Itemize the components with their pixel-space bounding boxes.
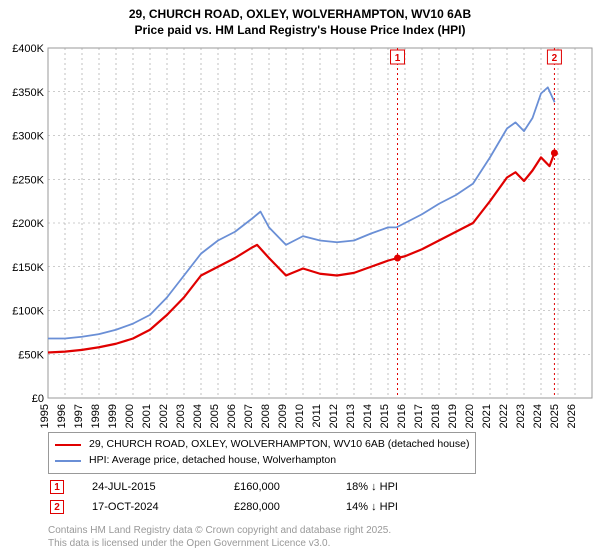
marker-id-box: 1	[50, 480, 64, 494]
marker-row: 2 17-OCT-2024 £280,000 14% ↓ HPI	[50, 498, 466, 516]
svg-text:2006: 2006	[226, 404, 238, 428]
svg-text:2005: 2005	[209, 404, 221, 428]
svg-text:£50K: £50K	[18, 349, 44, 361]
svg-text:2000: 2000	[124, 404, 136, 428]
markers-table: 1 24-JUL-2015 £160,000 18% ↓ HPI 2 17-OC…	[48, 476, 468, 518]
footer: Contains HM Land Registry data © Crown c…	[48, 524, 391, 550]
marker-pct: 14% ↓ HPI	[346, 498, 466, 516]
svg-text:2001: 2001	[141, 404, 153, 428]
title-line1: 29, CHURCH ROAD, OXLEY, WOLVERHAMPTON, W…	[0, 6, 600, 22]
svg-text:1999: 1999	[107, 404, 119, 428]
marker-price: £160,000	[234, 478, 344, 496]
svg-text:2025: 2025	[549, 404, 561, 428]
svg-text:2019: 2019	[447, 404, 459, 428]
marker-pct: 18% ↓ HPI	[346, 478, 466, 496]
legend-item-hpi: HPI: Average price, detached house, Wolv…	[55, 453, 469, 469]
legend-item-price-paid: 29, CHURCH ROAD, OXLEY, WOLVERHAMPTON, W…	[55, 437, 469, 453]
legend-label: 29, CHURCH ROAD, OXLEY, WOLVERHAMPTON, W…	[89, 437, 469, 453]
svg-text:2011: 2011	[311, 404, 323, 428]
svg-text:1: 1	[395, 53, 401, 64]
legend-swatch	[55, 460, 81, 462]
svg-text:1998: 1998	[90, 404, 102, 428]
svg-text:1995: 1995	[39, 404, 51, 428]
svg-text:2024: 2024	[532, 404, 544, 428]
svg-text:2017: 2017	[413, 404, 425, 428]
footer-line2: This data is licensed under the Open Gov…	[48, 537, 391, 550]
svg-text:2021: 2021	[481, 404, 493, 428]
chart: £0 £50K £100K £150K £200K £250K £300K £350K £400…	[0, 40, 600, 430]
svg-text:2009: 2009	[277, 404, 289, 428]
svg-text:£150K: £150K	[12, 262, 44, 274]
svg-text:2010: 2010	[294, 404, 306, 428]
svg-text:1997: 1997	[73, 404, 85, 428]
svg-text:2012: 2012	[328, 404, 340, 428]
svg-text:2022: 2022	[498, 404, 510, 428]
svg-text:2007: 2007	[243, 404, 255, 428]
svg-text:2023: 2023	[515, 404, 527, 428]
title-block: 29, CHURCH ROAD, OXLEY, WOLVERHAMPTON, W…	[0, 0, 600, 38]
marker-date: 17-OCT-2024	[92, 498, 232, 516]
svg-text:2016: 2016	[396, 404, 408, 428]
svg-text:£250K: £250K	[12, 174, 44, 186]
svg-text:£300K: £300K	[12, 131, 44, 143]
chart-container: 29, CHURCH ROAD, OXLEY, WOLVERHAMPTON, W…	[0, 0, 600, 560]
svg-text:2002: 2002	[158, 404, 170, 428]
legend: 29, CHURCH ROAD, OXLEY, WOLVERHAMPTON, W…	[48, 432, 476, 474]
svg-text:2013: 2013	[345, 404, 357, 428]
title-line2: Price paid vs. HM Land Registry's House …	[0, 22, 600, 38]
svg-text:£100K: £100K	[12, 306, 44, 318]
svg-text:£350K: £350K	[12, 87, 44, 99]
svg-text:2020: 2020	[464, 404, 476, 428]
legend-swatch	[55, 444, 81, 446]
svg-text:2014: 2014	[362, 404, 374, 428]
marker-row: 1 24-JUL-2015 £160,000 18% ↓ HPI	[50, 478, 466, 496]
footer-line1: Contains HM Land Registry data © Crown c…	[48, 524, 391, 537]
svg-text:2018: 2018	[430, 404, 442, 428]
svg-text:2015: 2015	[379, 404, 391, 428]
svg-text:£400K: £400K	[12, 43, 44, 55]
svg-text:£0: £0	[32, 393, 44, 405]
marker-date: 24-JUL-2015	[92, 478, 232, 496]
legend-label: HPI: Average price, detached house, Wolv…	[89, 453, 336, 469]
marker-price: £280,000	[234, 498, 344, 516]
svg-text:£200K: £200K	[12, 218, 44, 230]
svg-text:2026: 2026	[566, 404, 578, 428]
svg-text:2008: 2008	[260, 404, 272, 428]
chart-svg: £0 £50K £100K £150K £200K £250K £300K £350K £400…	[0, 40, 600, 430]
marker-id-box: 2	[50, 500, 64, 514]
svg-text:2004: 2004	[192, 404, 204, 428]
svg-text:1996: 1996	[56, 404, 68, 428]
svg-text:2003: 2003	[175, 404, 187, 428]
svg-text:2: 2	[552, 53, 558, 64]
